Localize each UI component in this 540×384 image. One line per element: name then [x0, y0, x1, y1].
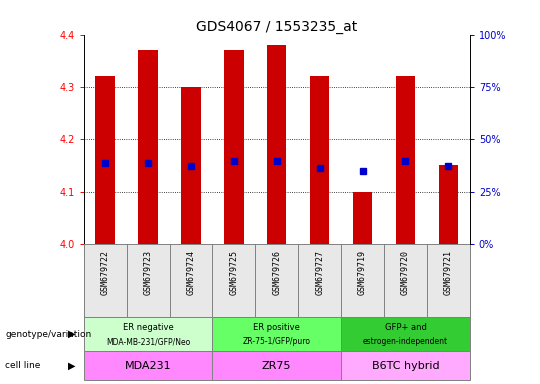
Bar: [84, 351, 212, 380]
Bar: [212, 317, 341, 351]
Bar: [353, 192, 372, 244]
Bar: [341, 317, 470, 351]
Bar: [138, 50, 158, 244]
Text: GSM679722: GSM679722: [100, 250, 110, 295]
Text: ZR-75-1/GFP/puro: ZR-75-1/GFP/puro: [243, 337, 310, 346]
Text: ▶: ▶: [68, 361, 76, 371]
Bar: [341, 351, 470, 380]
Text: ER negative: ER negative: [123, 323, 173, 333]
Text: cell line: cell line: [5, 361, 41, 370]
Text: MDA231: MDA231: [125, 361, 171, 371]
Text: GSM679725: GSM679725: [230, 250, 238, 295]
Text: ER positive: ER positive: [253, 323, 300, 333]
Bar: [181, 87, 200, 244]
Title: GDS4067 / 1553235_at: GDS4067 / 1553235_at: [196, 20, 357, 33]
Text: GSM679723: GSM679723: [144, 250, 153, 295]
Text: GSM679719: GSM679719: [358, 250, 367, 295]
Text: estrogen-independent: estrogen-independent: [363, 337, 448, 346]
Bar: [310, 76, 329, 244]
Text: MDA-MB-231/GFP/Neo: MDA-MB-231/GFP/Neo: [106, 337, 190, 346]
Bar: [396, 76, 415, 244]
Text: GSM679720: GSM679720: [401, 250, 410, 295]
Bar: [84, 317, 212, 351]
Text: genotype/variation: genotype/variation: [5, 329, 92, 339]
Text: ZR75: ZR75: [262, 361, 292, 371]
Text: GSM679724: GSM679724: [186, 250, 195, 295]
Bar: [212, 351, 341, 380]
Bar: [96, 76, 115, 244]
Bar: [438, 166, 458, 244]
Text: GFP+ and: GFP+ and: [384, 323, 427, 333]
Text: GSM679721: GSM679721: [444, 250, 453, 295]
Bar: [224, 50, 244, 244]
Text: ▶: ▶: [68, 329, 76, 339]
Text: B6TC hybrid: B6TC hybrid: [372, 361, 439, 371]
Text: GSM679727: GSM679727: [315, 250, 324, 295]
Text: GSM679726: GSM679726: [272, 250, 281, 295]
Bar: [267, 45, 286, 244]
